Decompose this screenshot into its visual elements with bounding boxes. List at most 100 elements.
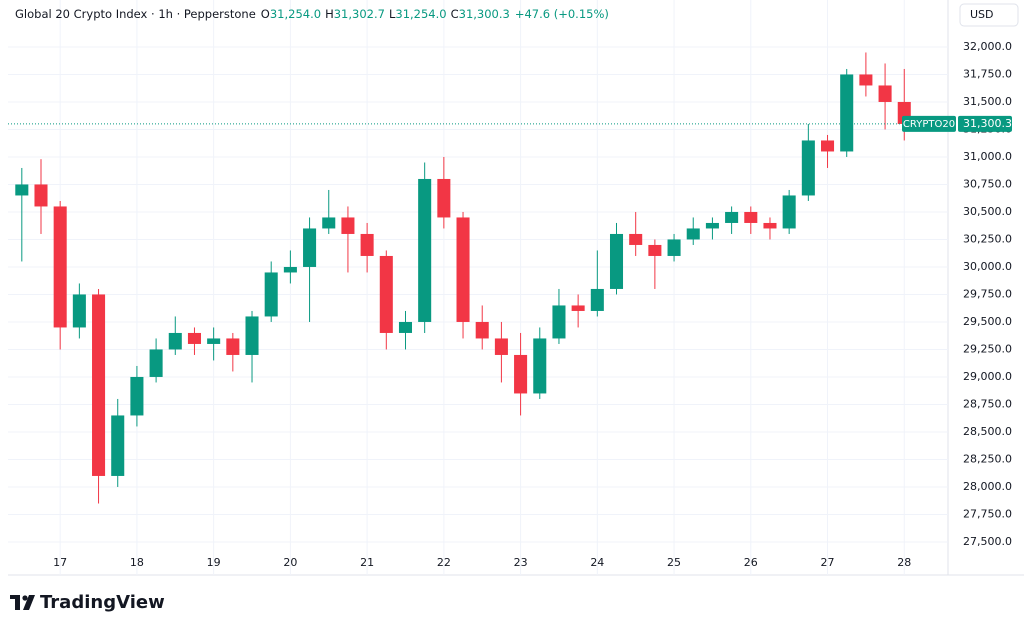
candle-body xyxy=(111,415,125,476)
change: +47.6 (+0.15%) xyxy=(515,7,609,21)
x-tick-label: 25 xyxy=(667,556,681,569)
x-tick-label: 18 xyxy=(130,556,144,569)
y-tick-label: 29,000.0 xyxy=(963,370,1012,383)
y-tick-label: 30,000.0 xyxy=(963,260,1012,273)
grid xyxy=(8,0,948,575)
ohlc-value: 31,254.0 xyxy=(395,7,446,21)
candle-body xyxy=(552,305,566,339)
candle-body xyxy=(187,332,201,344)
symbol-label: CRYPTO20 xyxy=(903,119,955,130)
candle-body xyxy=(92,294,106,476)
ohlc-key: H xyxy=(325,7,334,21)
candle-body xyxy=(840,74,854,152)
x-tick-label: 27 xyxy=(821,556,835,569)
currency-button[interactable] xyxy=(959,3,1019,27)
candle-body xyxy=(763,222,777,229)
candle-body xyxy=(379,255,393,333)
x-tick-label: 17 xyxy=(53,556,67,569)
candle-body xyxy=(398,321,413,333)
y-tick-label: 28,750.0 xyxy=(963,397,1012,410)
logo-shape xyxy=(15,595,20,610)
candle-body xyxy=(437,178,451,218)
candle-body xyxy=(226,338,240,355)
candle-body xyxy=(360,233,374,256)
logo-shape xyxy=(22,595,28,601)
candles xyxy=(15,52,911,504)
ohlc-value: 31,302.7 xyxy=(334,7,385,21)
candle-body xyxy=(130,376,144,416)
candle-body xyxy=(149,349,163,377)
candle-body xyxy=(283,266,297,273)
currency[interactable]: USD xyxy=(970,8,994,21)
y-tick-label: 28,250.0 xyxy=(963,452,1012,465)
x-tick-label: 20 xyxy=(283,556,297,569)
symbol-label-bg xyxy=(902,115,956,132)
y-tick-label: 30,500.0 xyxy=(963,205,1012,218)
candle-body xyxy=(15,184,29,196)
brand-logo xyxy=(10,595,35,610)
ohlc-key: C xyxy=(451,7,459,21)
candle-body xyxy=(590,288,604,311)
y-tick-label: 28,000.0 xyxy=(963,480,1012,493)
ohlc-value: 31,300.3 xyxy=(459,7,510,21)
y-tick-label: 29,500.0 xyxy=(963,315,1012,328)
candle-body xyxy=(705,222,719,229)
candle-body xyxy=(629,233,643,245)
y-tick-label: 27,500.0 xyxy=(963,535,1012,548)
x-tick-label: 23 xyxy=(514,556,528,569)
x-tick-label: 24 xyxy=(590,556,604,569)
candle-body xyxy=(609,233,624,289)
y-tick-label: 29,250.0 xyxy=(963,342,1012,355)
candle-body xyxy=(207,338,221,344)
y-tick-label: 29,750.0 xyxy=(963,287,1012,300)
candle-body xyxy=(533,338,547,394)
y-tick-label: 30,250.0 xyxy=(963,232,1012,245)
x-tick-label: 26 xyxy=(744,556,758,569)
legend-header: Global 20 Crypto Index · 1h · Pepperston… xyxy=(15,7,609,21)
last-price-label-bg xyxy=(958,115,1012,132)
candle-body xyxy=(514,354,528,394)
y-tick-label: 28,500.0 xyxy=(963,425,1012,438)
candle-body xyxy=(667,239,681,256)
y-tick-label: 30,750.0 xyxy=(963,177,1012,190)
y-tick-label: 32,000.0 xyxy=(963,40,1012,53)
candle-body xyxy=(53,206,67,328)
candle-body xyxy=(245,316,259,355)
candle-body xyxy=(456,217,470,322)
symbol-title: Global 20 Crypto Index · 1h · Pepperston… xyxy=(15,7,256,21)
candle-body xyxy=(744,211,758,223)
candle-body xyxy=(686,228,700,240)
y-tick-label: 27,750.0 xyxy=(963,507,1012,520)
candle-body xyxy=(648,244,662,256)
candle-body xyxy=(725,211,739,223)
candle-body xyxy=(475,321,489,339)
ohlc-value: 31,254.0 xyxy=(270,7,321,21)
x-tick-label: 21 xyxy=(360,556,374,569)
last-price-label: 31,300.3 xyxy=(963,117,1012,130)
candle-body xyxy=(168,332,182,350)
candle-body xyxy=(264,272,278,317)
x-tick-label: 19 xyxy=(207,556,221,569)
candle-body xyxy=(72,294,86,328)
candle-body xyxy=(801,140,815,196)
ohlc-key: O xyxy=(261,7,270,21)
candle-body xyxy=(418,178,432,322)
candle-body xyxy=(322,217,336,229)
brand: TradingView xyxy=(40,592,165,613)
candle-body xyxy=(859,74,873,86)
candle-body xyxy=(303,228,317,267)
candle-body xyxy=(878,85,892,102)
candle-body xyxy=(571,305,585,311)
candle-body xyxy=(34,184,48,207)
candle-body xyxy=(494,338,508,355)
y-tick-label: 31,000.0 xyxy=(963,150,1012,163)
y-tick-label: 31,500.0 xyxy=(963,95,1012,108)
logo-shape xyxy=(23,595,35,610)
ohlc-key: L xyxy=(389,7,396,21)
candle-body xyxy=(782,195,796,229)
candle-body xyxy=(821,140,835,152)
x-tick-label: 28 xyxy=(897,556,911,569)
